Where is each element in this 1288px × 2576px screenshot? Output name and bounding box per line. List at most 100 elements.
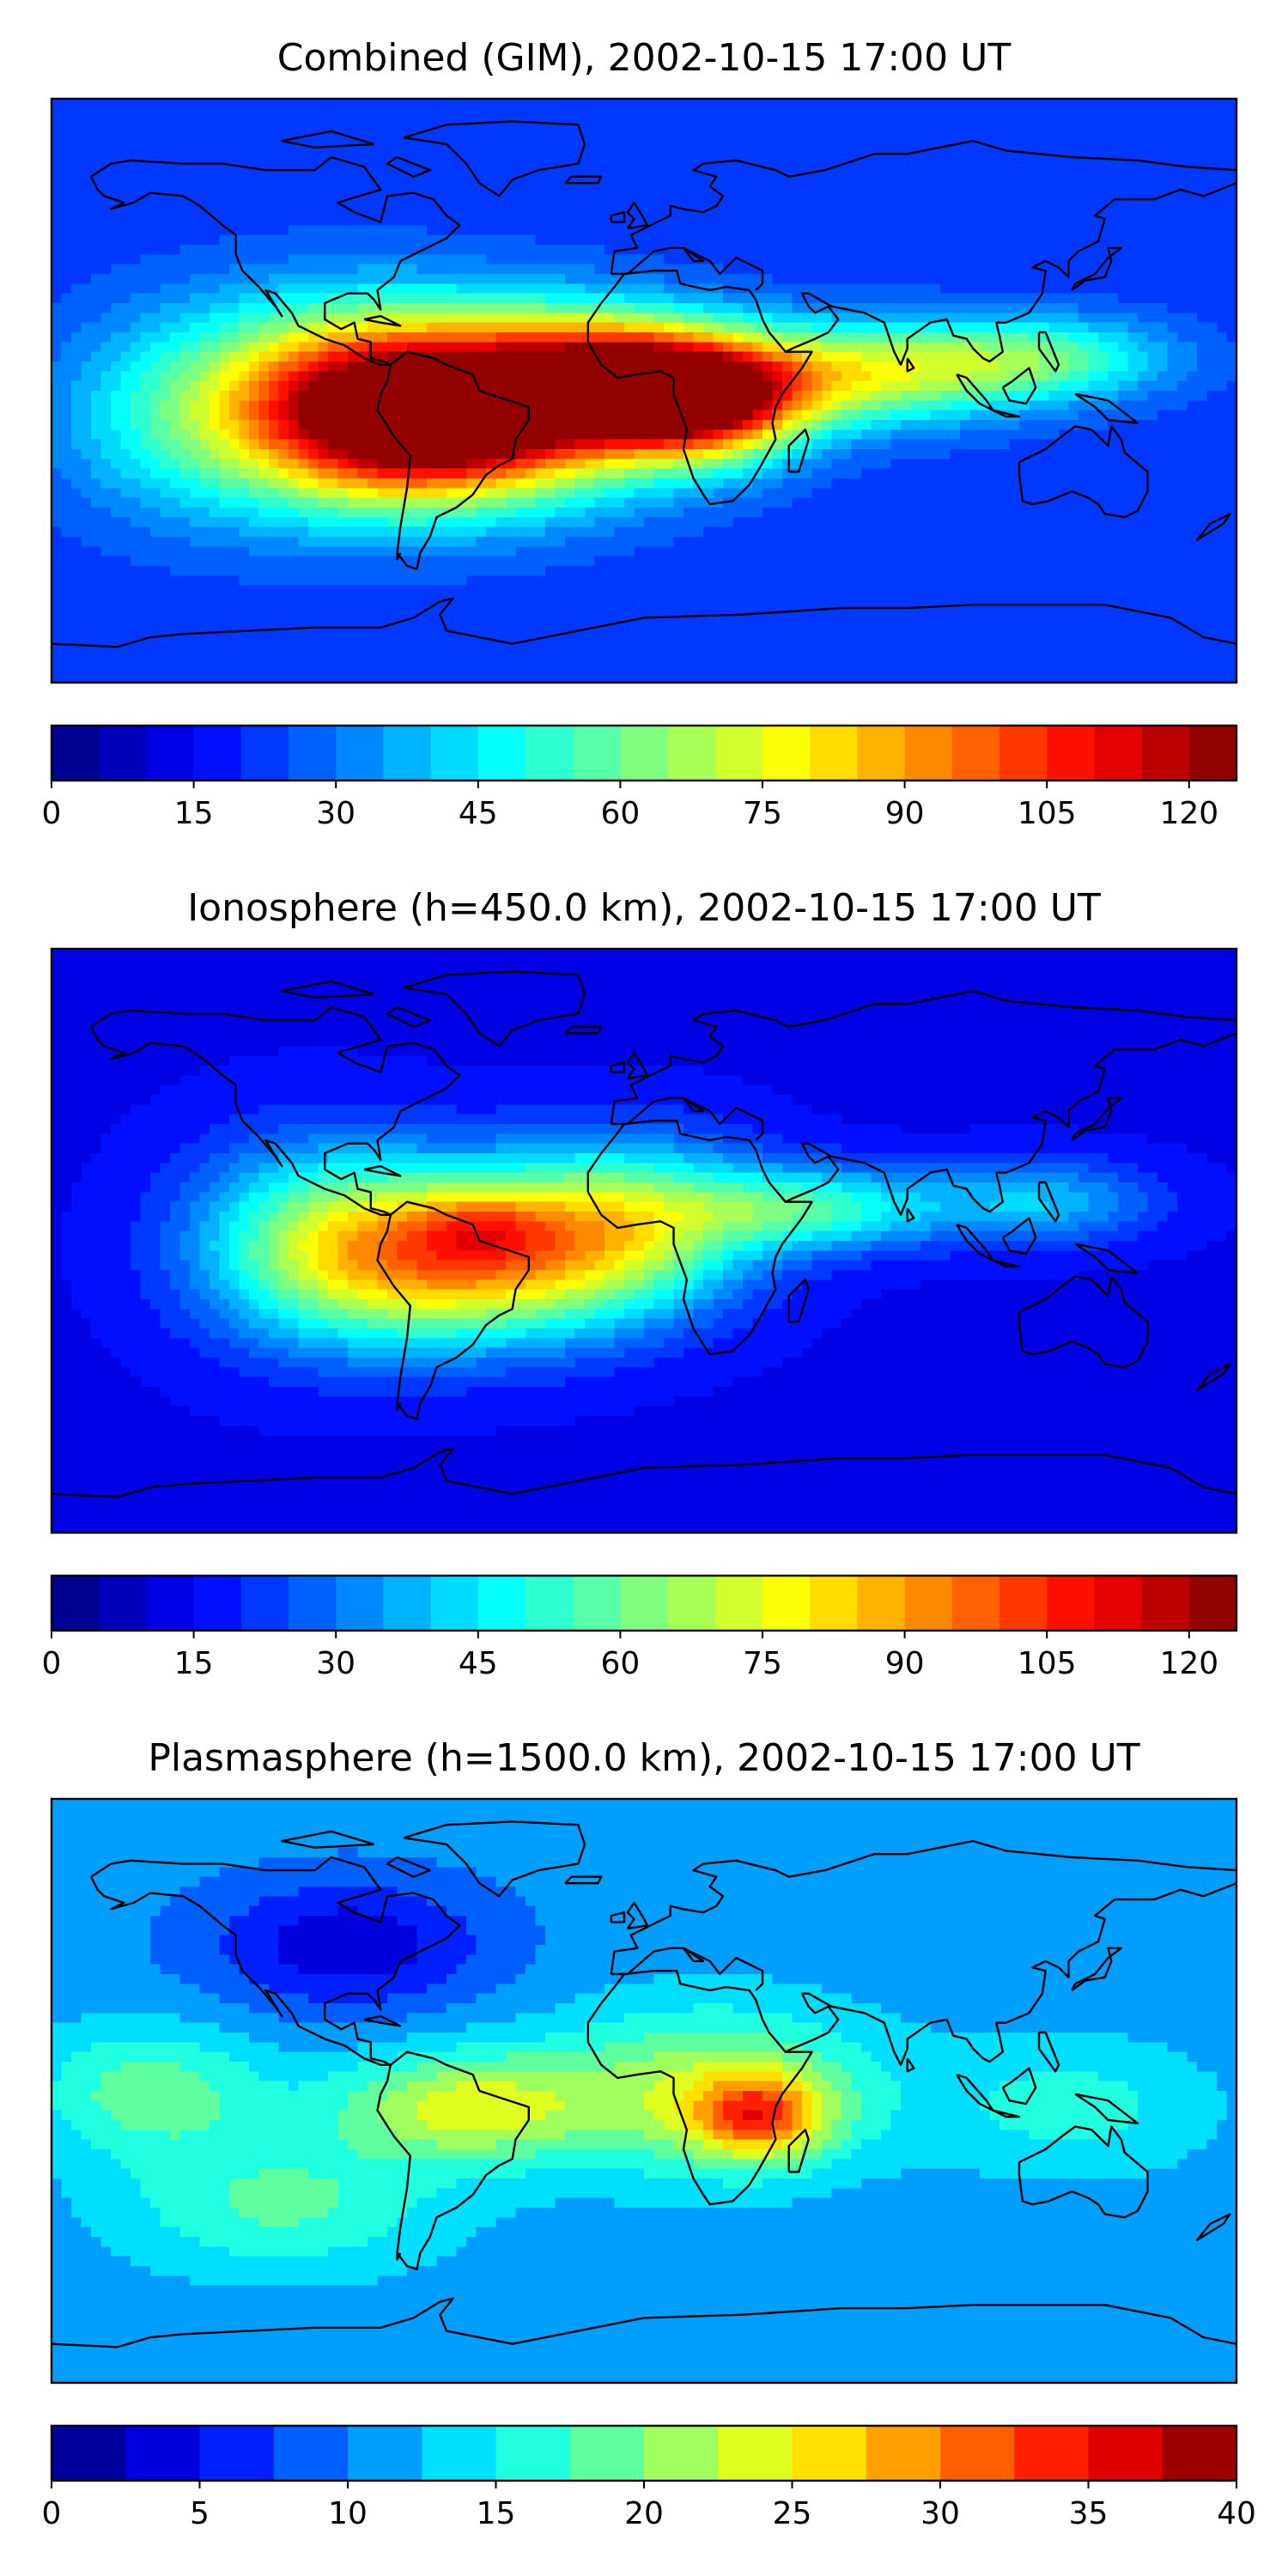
coastline [626,1051,648,1080]
colorbar: 0 15 30 45 60 75 90 105 120 [42,724,1238,831]
coastline [52,1447,1236,1498]
coastline [785,1882,1236,2066]
colorbar-segment [940,2426,1015,2481]
colorbar-segment [1188,726,1237,781]
colorbar-tick-label: 90 [885,796,925,831]
coastline [52,2297,1236,2348]
colorbar-segment [620,1576,669,1631]
colorbar-segment [1162,2426,1237,2481]
coastline [1018,2125,1149,2219]
coastline [956,1223,994,1261]
coastline [386,1005,431,1028]
colorbar-segment [762,1576,811,1631]
colorbar: 0 5 10 15 20 25 30 35 40 [42,2424,1256,2531]
colorbar-segment [1094,726,1143,781]
colorbar-segment [125,2426,200,2481]
colorbar: 0 15 30 45 60 75 90 105 120 [42,1574,1238,1681]
colorbar-tick-label: 30 [316,1646,355,1681]
colorbar-tick-label: 35 [1069,2496,1109,2531]
colorbar-segment [383,1576,432,1631]
colorbar-segment [1047,726,1095,781]
coastline [376,1200,530,1420]
colorbar-segment [336,1576,384,1631]
coastline [610,211,626,223]
colorbar-segment [526,726,574,781]
coastline [363,314,402,327]
coastline [626,201,648,230]
coastline [403,1820,586,1898]
colorbar-segment [573,726,621,781]
colorbar-segment [526,1576,574,1631]
colorbar-segment [336,726,384,781]
colorbar-segment [422,2426,496,2481]
colorbar-segment [273,2426,349,2481]
colorbar-tick-label: 90 [885,1646,925,1681]
coastline [611,1097,764,1141]
coastline [1001,1217,1037,1255]
colorbar-segment [951,1576,1000,1631]
coastline [1195,1363,1231,1391]
coastline [906,357,915,373]
chart-title: Plasmasphere (h=1500.0 km), 2002-10-15 1… [148,1736,1139,1780]
coastline [281,1830,375,1849]
map-panel [50,1797,1238,2385]
map-panel [50,947,1238,1534]
colorbar-segment [1141,1576,1190,1631]
colorbar-segment [199,2426,275,2481]
colorbar-segment [193,1576,242,1631]
coastline [1037,2031,1060,2073]
colorbar-tick-label: 120 [1159,796,1218,831]
coastline [89,1005,461,1216]
coastline [611,246,764,291]
colorbar-segment [904,726,953,781]
colorbar-tick-label: 15 [174,1646,214,1681]
colorbar-tick-label: 0 [42,2496,62,2531]
colorbar-tick-label: 45 [459,1646,498,1681]
coastlines [52,970,1236,1498]
colorbar-segment [193,726,242,781]
coastline [586,1120,813,1356]
coastline [610,1061,626,1073]
coastline [403,120,586,197]
coastline [956,2073,994,2111]
coastline [89,1856,461,2066]
coastline [906,2057,915,2073]
coastline [396,1402,402,1411]
coastline [1071,1097,1122,1141]
colorbar-segment [714,1576,763,1631]
colorbar-segment [146,726,195,781]
colorbar-segment [951,726,1000,781]
coastline [611,1947,764,1991]
coastline [1195,513,1231,541]
chart-title: Combined (GIM), 2002-10-15 17:00 UT [277,36,1012,80]
coastline [1018,425,1149,519]
colorbar-tick-label: 10 [328,2496,368,2531]
colorbar-tick-label: 30 [316,796,355,831]
coastline [396,552,402,561]
coastline [564,1025,603,1035]
coastline [787,2129,810,2173]
colorbar-segment [1014,2426,1089,2481]
colorbar-segment [1088,2426,1163,2481]
colorbar-segment [383,726,432,781]
coastline [281,980,375,999]
colorbar-segment [762,726,811,781]
colorbar-segment [430,726,479,781]
coastline [992,2109,1021,2118]
colorbar-segment [573,1576,621,1631]
coastline [610,989,1236,1125]
colorbar-tick-label: 0 [42,1646,62,1681]
colorbar-segment [810,1576,858,1631]
chart-title: Ionosphere (h=450.0 km), 2002-10-15 17:0… [187,886,1101,930]
colorbar-segment [240,726,289,781]
colorbar-tick-label: 75 [743,796,782,831]
coastline [610,1911,626,1923]
coastline [564,1875,603,1885]
colorbar-tick-label: 40 [1217,2496,1256,2531]
map-frame [50,947,1238,1534]
colorbar-segment [667,726,716,781]
coastline [564,175,603,185]
colorbar-segment [99,1576,147,1631]
filled-contour-field [52,99,1236,683]
